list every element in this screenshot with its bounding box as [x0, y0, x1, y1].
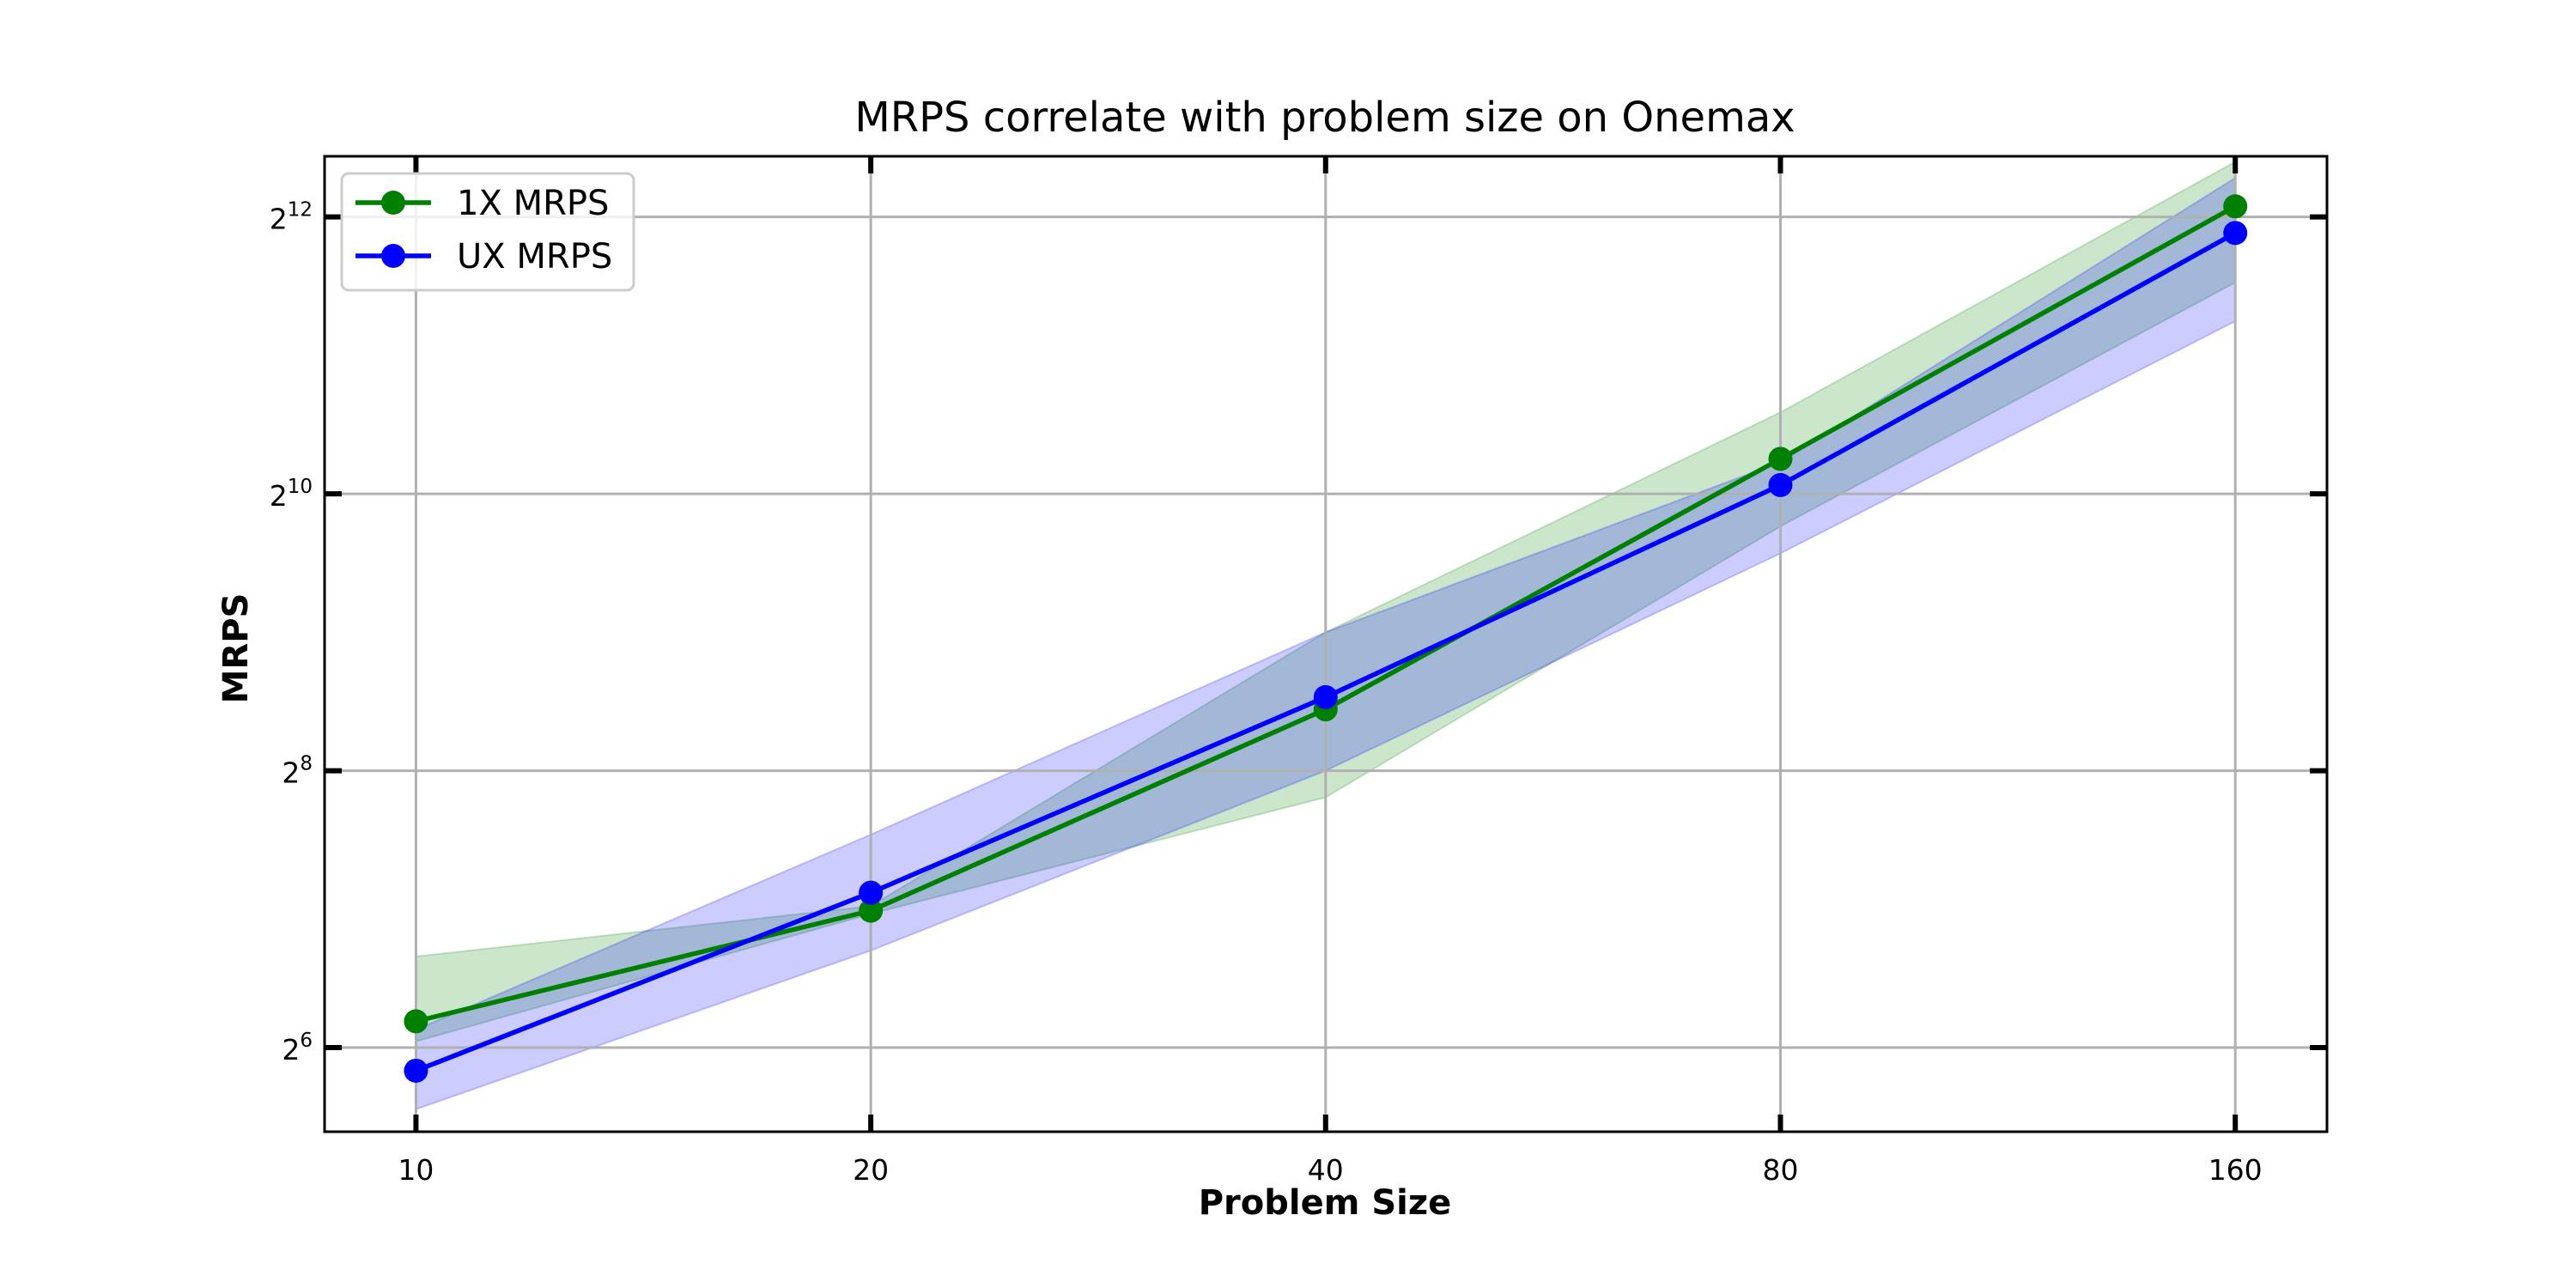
y-tick-label: 28: [282, 753, 313, 790]
data-point-ux-mrps: [859, 880, 884, 905]
x-tick-label: 80: [1763, 1153, 1799, 1187]
series-lines: [404, 194, 2248, 1083]
legend: 1X MRPS UX MRPS: [340, 172, 635, 292]
legend-marker-1x-mrps: [381, 191, 405, 215]
data-point-1x-mrps: [859, 898, 884, 923]
x-tick-label: 40: [1308, 1153, 1344, 1187]
y-tick-label: 212: [270, 199, 313, 236]
gridlines: [325, 156, 2327, 1132]
y-axis-label: MRPS: [216, 593, 256, 704]
x-tick-label: 160: [2208, 1153, 2263, 1187]
legend-label-1x-mrps: 1X MRPS: [457, 184, 609, 223]
legend-marker-ux-mrps: [381, 244, 405, 268]
data-point-ux-mrps: [1313, 684, 1338, 709]
data-point-ux-mrps: [1768, 472, 1793, 497]
y-tick-label: 210: [270, 476, 313, 513]
y-tick-label: 26: [282, 1030, 313, 1066]
x-tick-label: 20: [853, 1153, 889, 1187]
data-point-ux-mrps: [2223, 221, 2248, 246]
data-point-1x-mrps: [2223, 194, 2248, 219]
data-point-ux-mrps: [404, 1058, 428, 1083]
data-point-1x-mrps: [1768, 447, 1793, 471]
chart-title: MRPS correlate with problem size on Onem…: [854, 94, 1795, 142]
legend-label-ux-mrps: UX MRPS: [457, 237, 612, 276]
axis-ticks: 10 20 40 80 160 26 28 210 212: [270, 156, 2327, 1187]
x-tick-label: 10: [398, 1153, 434, 1187]
data-point-1x-mrps: [404, 1009, 428, 1034]
x-axis-label: Problem Size: [1199, 1183, 1452, 1223]
